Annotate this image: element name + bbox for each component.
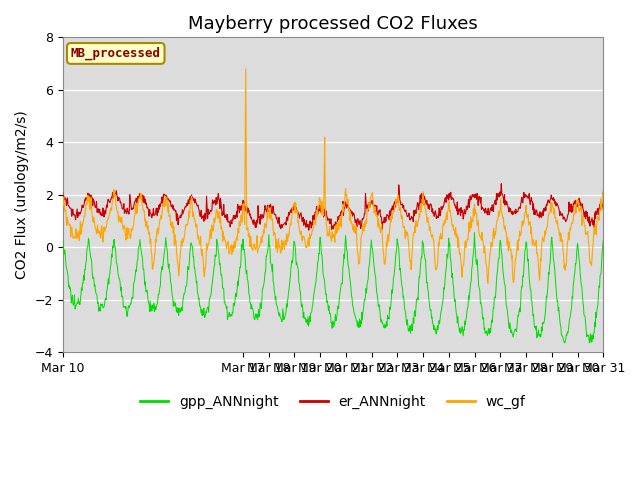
Legend: gpp_ANNnight, er_ANNnight, wc_gf: gpp_ANNnight, er_ANNnight, wc_gf bbox=[135, 389, 531, 415]
Text: MB_processed: MB_processed bbox=[71, 47, 161, 60]
Y-axis label: CO2 Flux (urology/m2/s): CO2 Flux (urology/m2/s) bbox=[15, 110, 29, 279]
Title: Mayberry processed CO2 Fluxes: Mayberry processed CO2 Fluxes bbox=[188, 15, 478, 33]
